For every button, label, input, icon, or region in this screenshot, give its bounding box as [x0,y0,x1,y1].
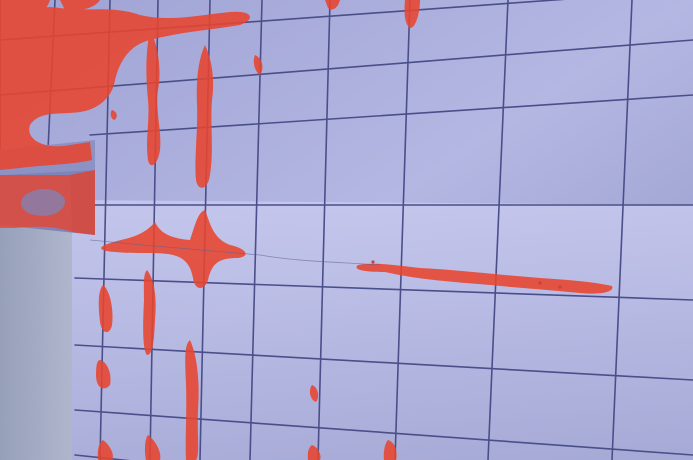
grout-horizontal [74,277,693,301]
highlight-drip-lower [307,445,321,460]
grout-highlight-overlay [0,0,613,460]
highlight-drip [195,45,214,188]
highlight-drip [325,0,340,10]
grout-horizontal [0,39,693,96]
highlight-drip [404,0,420,28]
highlight-drip-lower [98,285,113,333]
highlight-cross [101,210,246,288]
highlight-dot [110,110,117,120]
highlight-blob-top-left [0,7,251,171]
highlight-drip [253,55,263,75]
highlight-drip-lower [96,360,111,389]
highlight-drip [146,30,161,166]
highlight-horizontal-band [356,263,613,294]
grout-horizontal [89,94,693,136]
highlight-drip-lower [143,270,156,355]
highlight-drip-lower [185,340,199,460]
highlight-blob-corner [0,0,50,35]
concrete-pillar [0,225,72,460]
grout-vertical [487,0,509,460]
highlight-drip-lower [383,440,397,460]
highlight-speck [558,285,562,289]
grout-horizontal [74,344,693,381]
highlight-blob-top [60,0,100,11]
grout-vertical [317,0,331,460]
highlight-speck [371,260,375,264]
grout-vertical [394,0,411,460]
grout-horizontal [74,409,693,456]
highlight-drip-lower [97,440,113,460]
lower-wall-band [70,200,693,460]
wall-crack [89,239,381,266]
grout-vertical [249,0,263,460]
highlight-drip-lower [309,385,319,402]
highlight-drip-lower [144,435,161,460]
highlight-speck [538,281,542,285]
grout-vertical [611,0,633,460]
ledge-gap [21,188,66,216]
